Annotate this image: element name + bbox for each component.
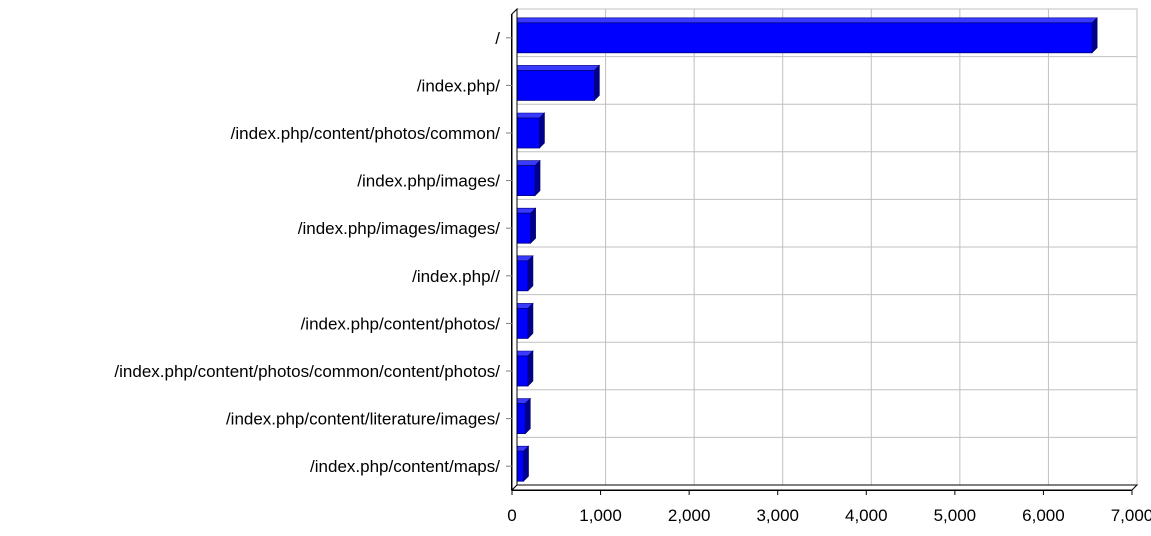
category-label: /index.php/content/photos/common/content… — [114, 362, 500, 381]
bar-side-face — [527, 350, 534, 387]
bar-top-face — [511, 17, 1098, 24]
category-label: /index.php/content/literature/images/ — [226, 410, 500, 429]
category-label: /index.php/content/photos/ — [301, 314, 501, 333]
x-tick-label: 5,000 — [934, 506, 977, 525]
bar-side-face — [523, 445, 529, 482]
category-label: /index.php/images/ — [357, 172, 500, 191]
bar-side-face — [527, 302, 534, 340]
category-label: /index.php/ — [417, 76, 500, 95]
category-label: /index.php/content/photos/common/ — [231, 124, 501, 143]
category-label: /index.php/images/images/ — [298, 219, 501, 238]
x-tick-label: 3,000 — [756, 506, 799, 525]
bar-side-face — [539, 112, 545, 149]
x-tick-label: 4,000 — [845, 506, 888, 525]
x-tick-label: 7,000 — [1111, 506, 1151, 525]
axes — [506, 7, 1139, 495]
bar-side-face — [1091, 17, 1098, 54]
bar-side-face — [594, 64, 600, 102]
x-tick-labels: 0 1,000 2,000 3,000 4,000 5,000 6,000 7,000 — [507, 506, 1151, 525]
x-axis-floor — [510, 484, 1139, 491]
bar-top-face — [511, 65, 601, 71]
bar-side-face — [530, 207, 536, 244]
x-tick-label: 2,000 — [668, 506, 711, 525]
bar-side-face — [527, 255, 534, 292]
y-axis-wall — [511, 7, 518, 492]
bar-side-face — [534, 159, 541, 197]
category-labels: / /index.php/ /index.php/content/photos/co… — [114, 29, 500, 476]
bar — [511, 70, 595, 101]
category-label: /index.php// — [412, 267, 500, 286]
category-label: / — [495, 29, 500, 48]
bars — [511, 17, 1098, 482]
bar — [511, 22, 1093, 54]
category-label: /index.php/content/maps/ — [310, 457, 500, 476]
x-tick-label: 0 — [507, 506, 516, 525]
x-tick-label: 6,000 — [1022, 506, 1065, 525]
x-tick-label: 1,000 — [579, 506, 622, 525]
bar-side-face — [524, 397, 531, 435]
